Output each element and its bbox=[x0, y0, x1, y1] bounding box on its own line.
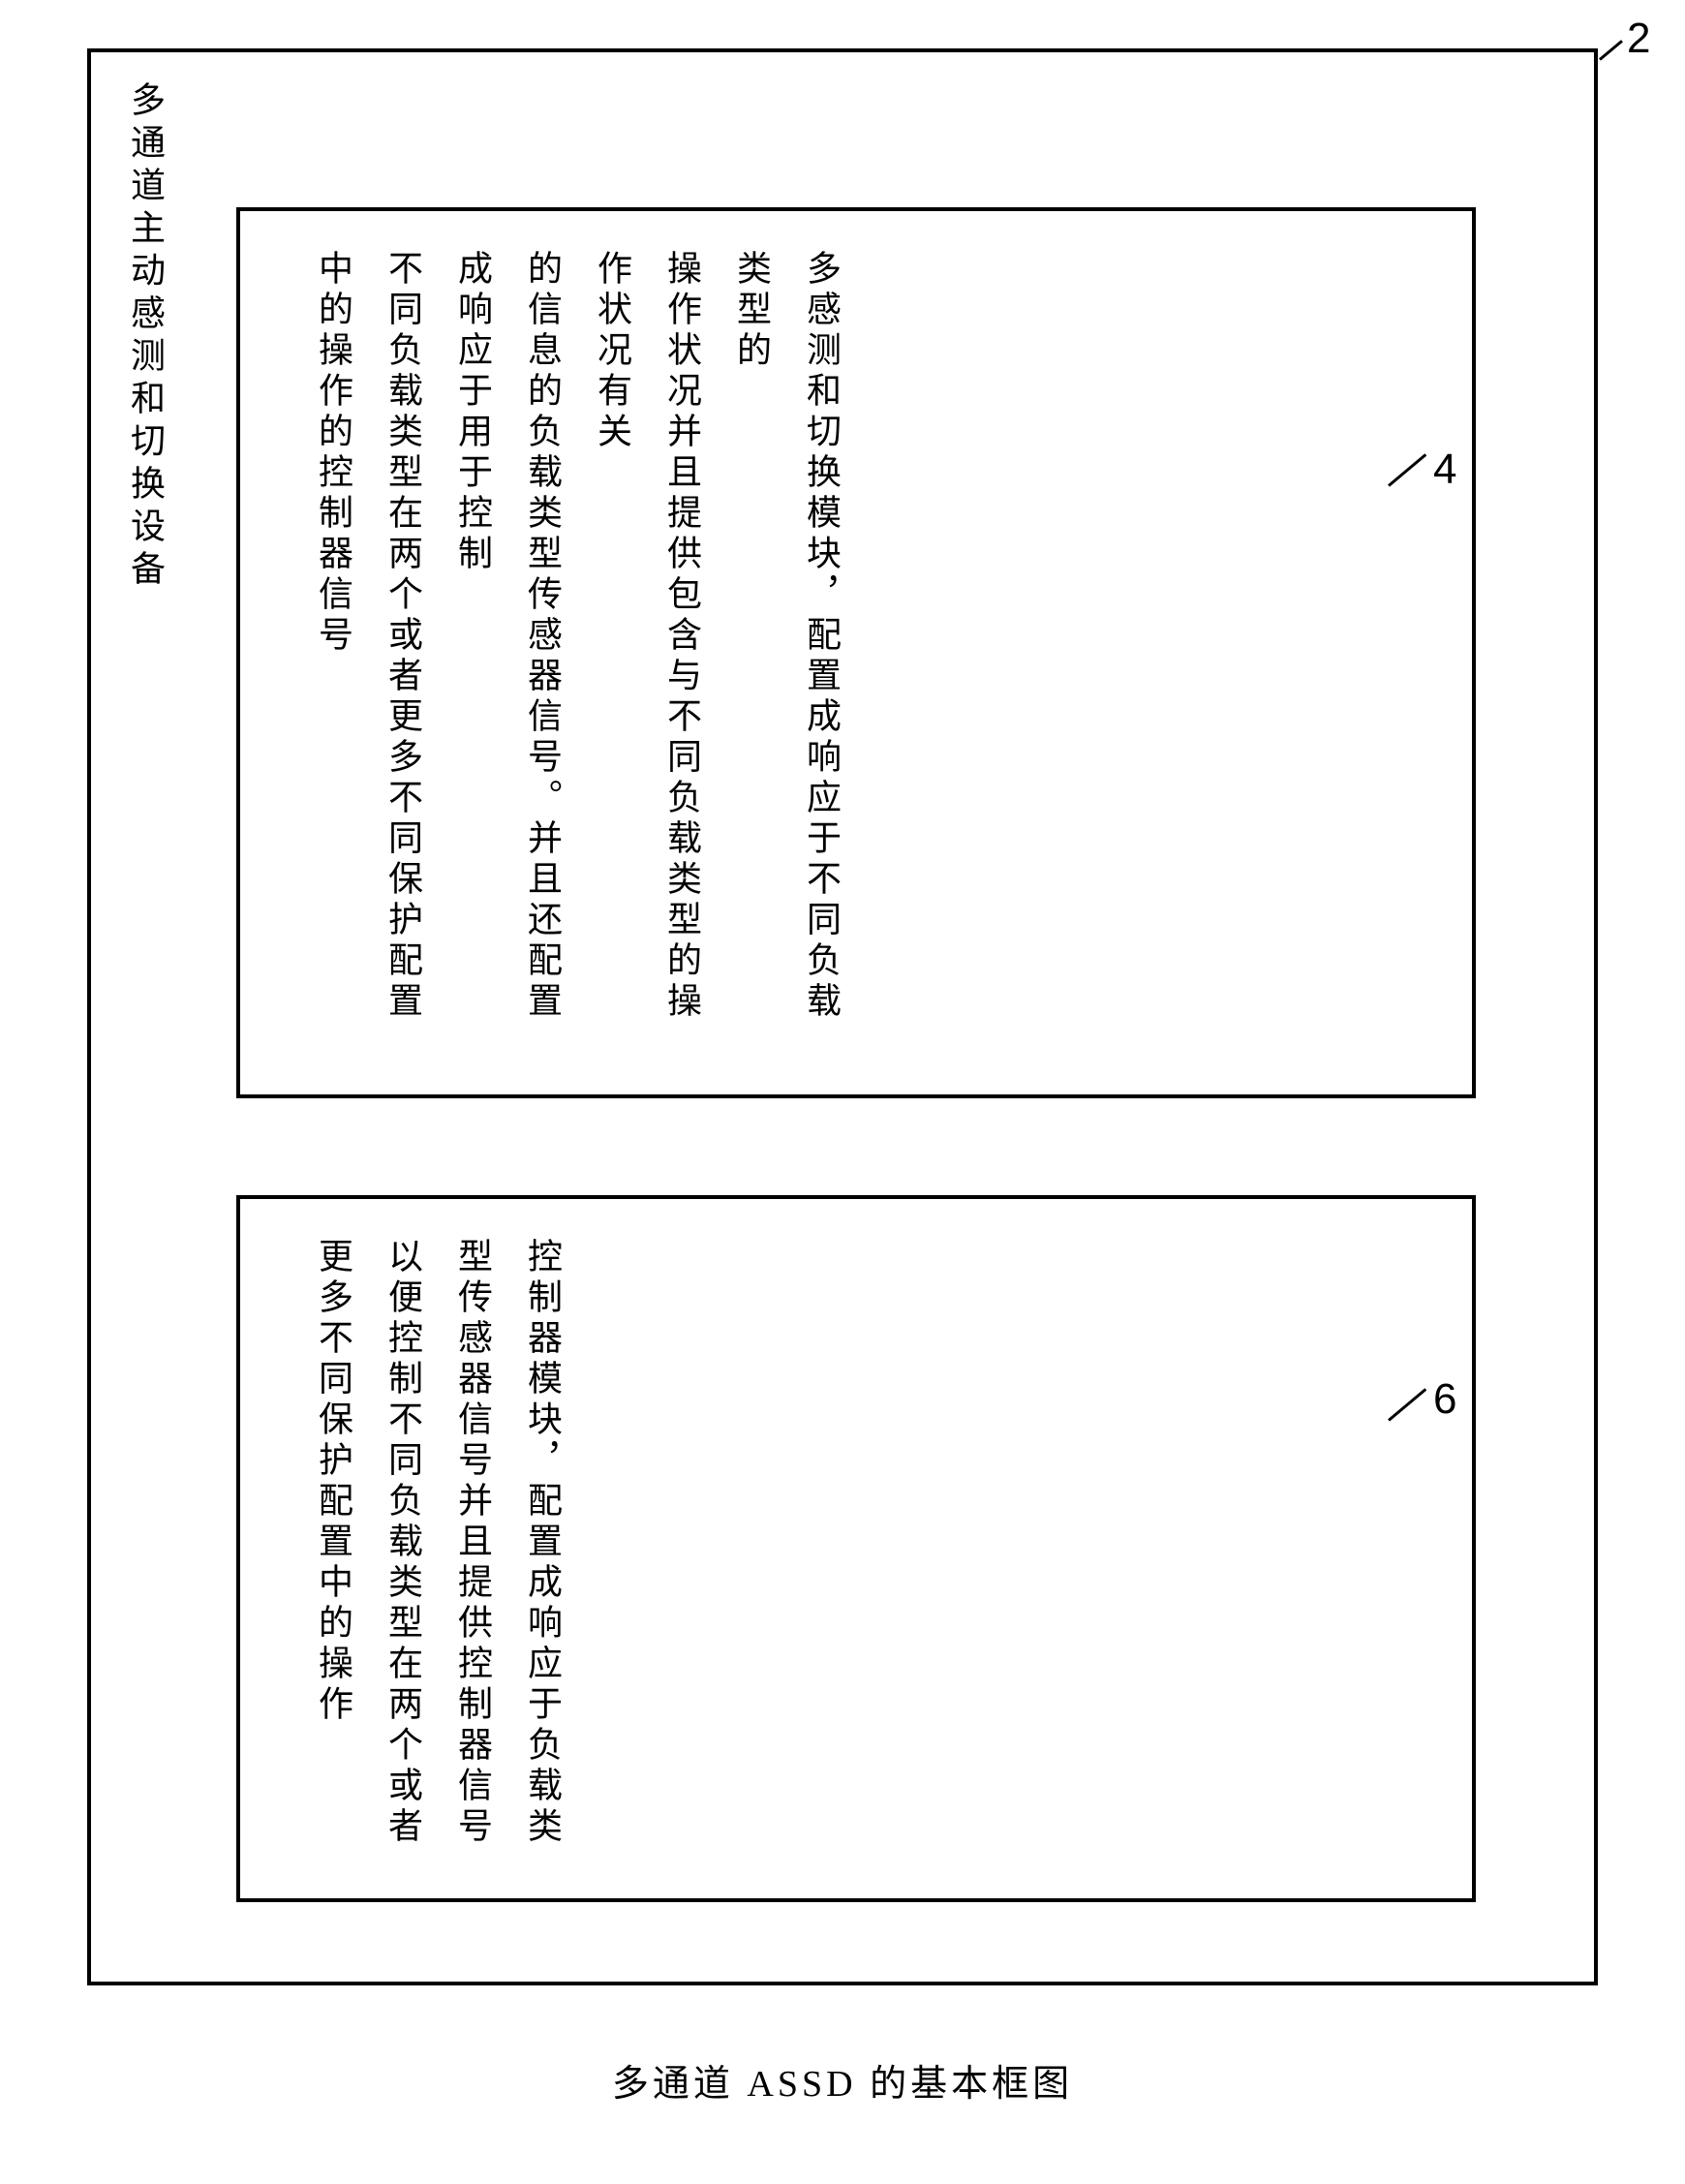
outer-box: 多通道主动感测和切换设备 多感测和切换模块，配置成响应于不同负载类型的 操作状况… bbox=[87, 48, 1598, 1985]
module-6-text: 控制器模块，配置成响应于负载类型传感器信号并且提供控制器信号 以便控制不同负载类… bbox=[298, 1238, 577, 1860]
module-4-text: 多感测和切换模块，配置成响应于不同负载类型的 操作状况并且提供包含与不同负载类型… bbox=[298, 250, 856, 1056]
module-box-controller: 控制器模块，配置成响应于负载类型传感器信号并且提供控制器信号 以便控制不同负载类… bbox=[236, 1195, 1476, 1902]
callout-label-2: 2 bbox=[1627, 15, 1650, 63]
module-box-sensing-switching: 多感测和切换模块，配置成响应于不同负载类型的 操作状况并且提供包含与不同负载类型… bbox=[236, 207, 1476, 1098]
callout-label-6: 6 bbox=[1433, 1375, 1456, 1424]
callout-line-2 bbox=[1599, 40, 1623, 61]
outer-box-title: 多通道主动感测和切换设备 bbox=[120, 81, 170, 593]
callout-label-4: 4 bbox=[1433, 446, 1456, 494]
diagram-caption: 多通道 ASSD 的基本框图 bbox=[0, 2053, 1685, 2107]
